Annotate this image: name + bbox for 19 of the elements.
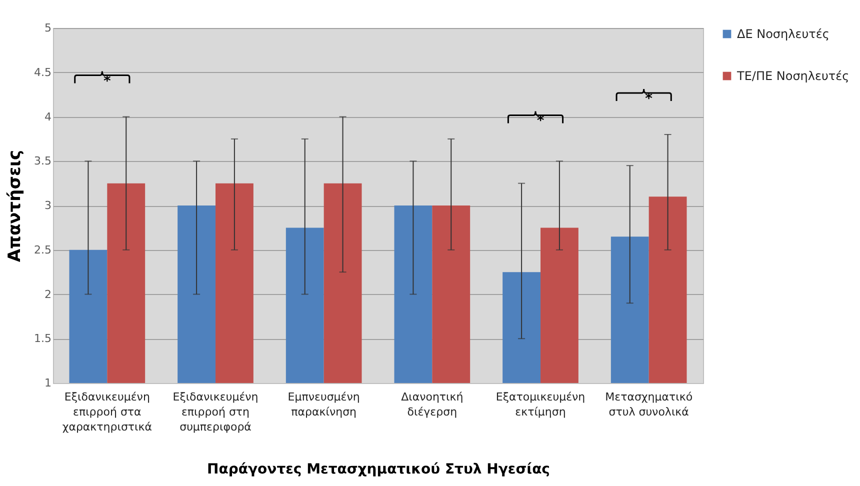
x-tick-label: Μετασχηματικό στυλ συνολικά — [605, 390, 693, 418]
y-axis-title: Απαντήσεις — [5, 150, 26, 262]
x-tick-label: Εμπνευσμένη παρακίνηση — [288, 390, 360, 418]
y-tick-label: 1 — [44, 376, 52, 390]
y-tick-label: 3 — [44, 199, 52, 212]
y-tick-label: 4.5 — [34, 66, 52, 79]
x-tick-label: Διανοητική διέγερση — [401, 390, 464, 418]
y-tick-label: 2.5 — [34, 243, 52, 256]
legend-label: ΤΕ/ΠΕ Νοσηλευτές — [736, 69, 850, 83]
y-tick-label: 2 — [44, 288, 52, 301]
x-axis-title: Παράγοντες Μετασχηματικού Στυλ Ηγεσίας — [207, 462, 550, 478]
x-tick-label: Εξιδανικευμένη επιρροή στη συμπεριφορά — [172, 390, 258, 434]
x-tick-label: Εξιδανικευμένη επιρροή στα χαρακτηριστικά — [62, 390, 152, 434]
y-tick-label: 4 — [44, 110, 52, 124]
y-tick-label: 5 — [44, 22, 52, 34]
legend-label: ΔΕ Νοσηλευτές — [737, 27, 830, 41]
y-tick-label: 1.5 — [34, 332, 52, 346]
y-tick-label: 3.5 — [34, 154, 52, 168]
x-tick-label: Εξατομικευμένη εκτίμηση — [496, 390, 586, 418]
